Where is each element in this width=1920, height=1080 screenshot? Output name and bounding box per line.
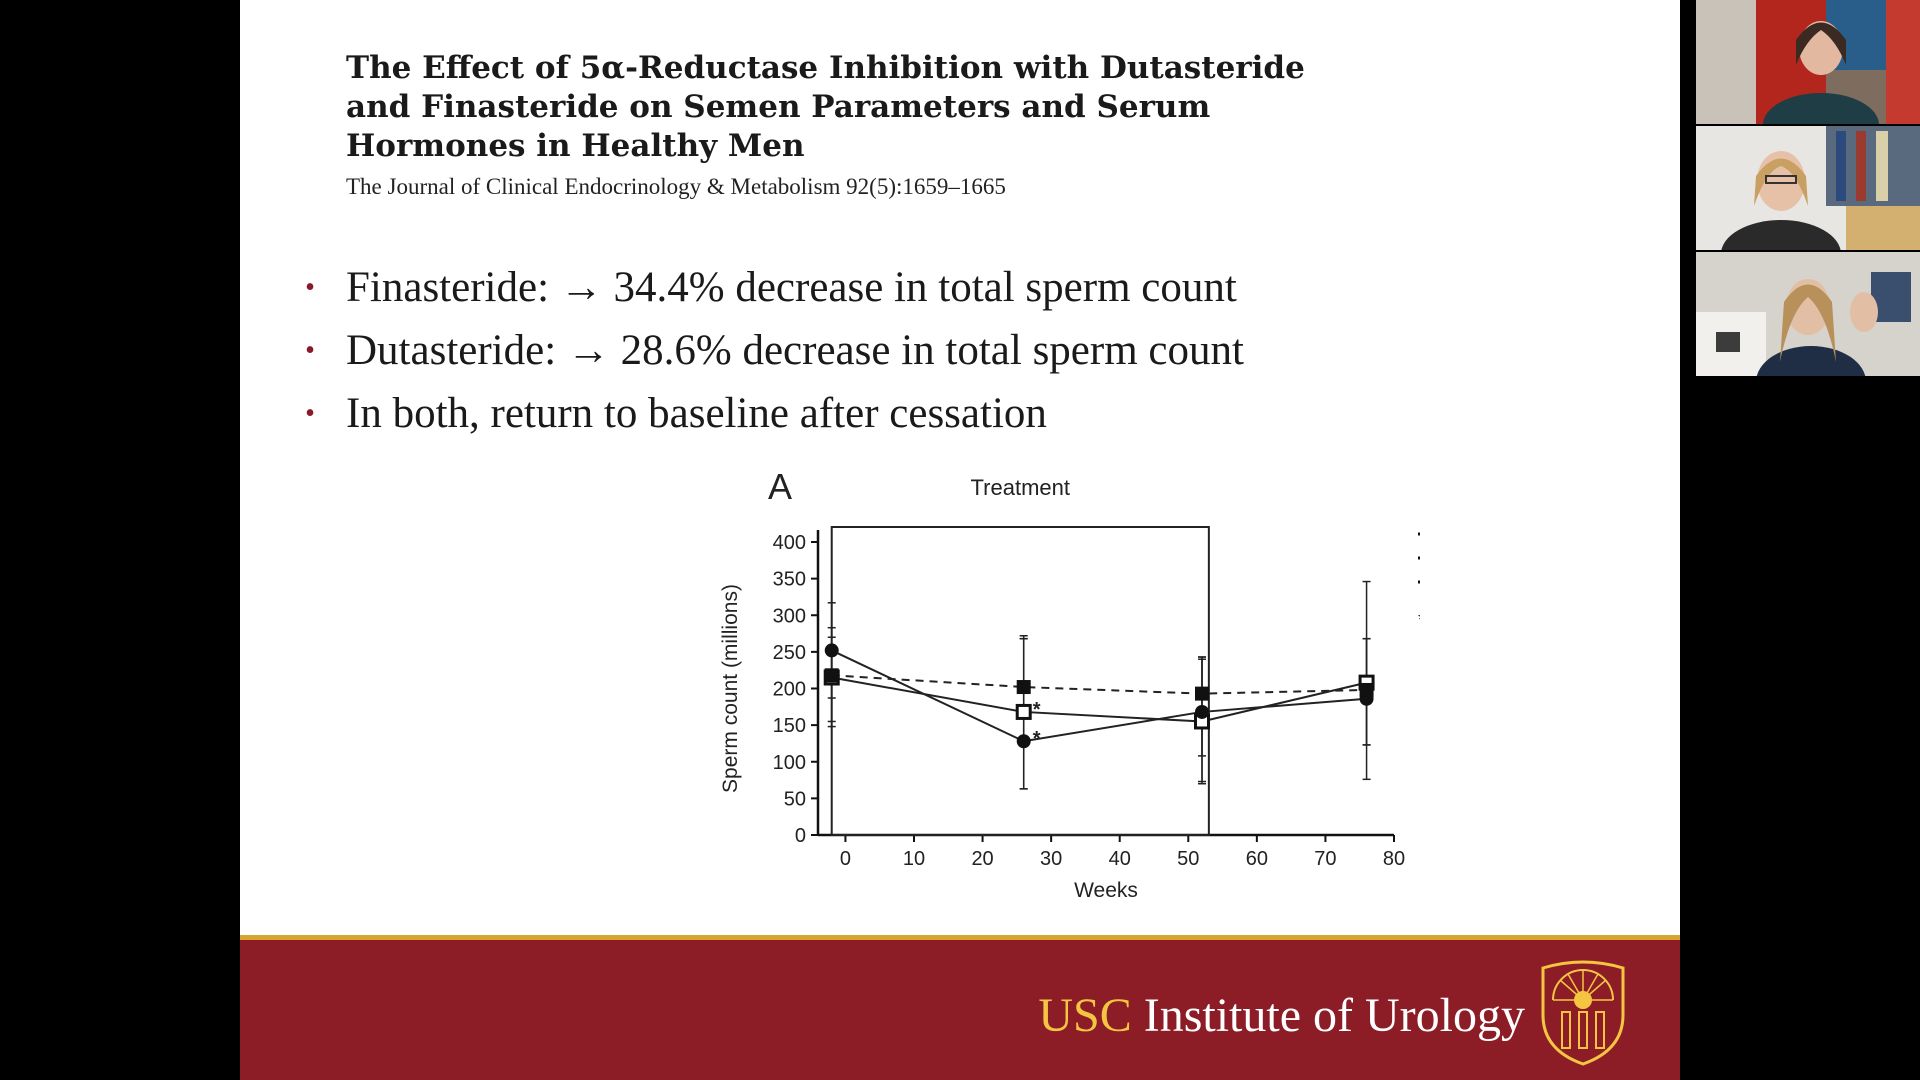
bullet-item: • Dutasteride: → 28.6% decrease in total … — [300, 319, 1244, 382]
brand-usc: USC — [1038, 989, 1132, 1042]
x-tick-label: 60 — [1246, 848, 1268, 870]
bullet-item: • Finasteride: → 34.4% decrease in total … — [300, 256, 1244, 319]
y-tick-label: 0 — [795, 825, 806, 847]
bullet-text: Finasteride: → 34.4% decrease in total s… — [346, 264, 1237, 311]
x-tick-label: 20 — [971, 848, 993, 870]
x-tick-label: 50 — [1177, 848, 1199, 870]
treatment-label: Treatment — [971, 475, 1070, 500]
series-line-dutasteride — [831, 676, 1367, 723]
data-point-dutasteride — [1015, 703, 1032, 720]
x-tick-label: 70 — [1314, 848, 1336, 870]
y-tick-label: 350 — [773, 569, 806, 591]
bullet-list: • Finasteride: → 34.4% decrease in total … — [300, 256, 1244, 445]
y-tick-label: 200 — [773, 679, 806, 701]
series-line-finasteride — [831, 649, 1367, 743]
usc-seal-icon — [1541, 960, 1625, 1066]
x-tick-label: 0 — [840, 848, 851, 870]
bullet-dot-icon: • — [305, 335, 315, 366]
x-tick-label: 10 — [903, 848, 925, 870]
x-tick-label: 80 — [1383, 848, 1405, 870]
significance-asterisk: * — [1033, 699, 1041, 721]
bullet-dot-icon: • — [305, 398, 315, 429]
presentation-slide: The Effect of 5α-Reductase Inhibition wi… — [240, 0, 1680, 1080]
participant-video-2 — [1696, 126, 1920, 250]
brand-institute: Institute of Urology — [1143, 989, 1525, 1042]
footer-banner: USC Institute of Urology — [240, 935, 1680, 1080]
y-tick-label: 400 — [773, 532, 806, 554]
participant-panel — [1696, 0, 1920, 380]
y-tick-label: 100 — [773, 752, 806, 774]
x-tick-label: 30 — [1040, 848, 1062, 870]
y-tick-label: 50 — [784, 788, 806, 810]
significance-footnote: *P < 0.05 vs. placebo — [1418, 610, 1420, 630]
bullet-text: Dutasteride: → 28.6% decrease in total s… — [346, 327, 1244, 374]
data-point-placebo — [824, 668, 839, 683]
bullet-text: In both, return to baseline after cessat… — [346, 390, 1047, 437]
paper-title: The Effect of 5α-Reductase Inhibition wi… — [346, 50, 1305, 164]
x-axis-label: Weeks — [1074, 879, 1138, 902]
y-axis-label: Sperm count (millions) — [719, 584, 742, 793]
participant-video-1 — [1696, 0, 1920, 124]
sperm-count-chart: 0 10 20 30 40 50 60 70 80 0 50 100 150 200 250 300 350 40… — [719, 466, 1420, 902]
data-point-finasteride — [1016, 734, 1031, 749]
significance-asterisk: * — [1033, 728, 1041, 750]
y-tick-label: 300 — [773, 605, 806, 627]
x-tick-label: 40 — [1109, 848, 1131, 870]
series-line-placebo — [831, 674, 1367, 695]
y-tick-label: 250 — [773, 642, 806, 664]
bullet-dot-icon: • — [305, 272, 315, 303]
participant-video-tile[interactable] — [1696, 126, 1920, 250]
journal-citation: The Journal of Clinical Endocrinology & … — [346, 174, 1006, 199]
participant-video-3 — [1696, 252, 1920, 376]
data-point-finasteride — [1195, 704, 1209, 719]
data-point-placebo — [1195, 686, 1209, 701]
participant-video-tile[interactable] — [1696, 252, 1920, 376]
footer-brand: USC Institute of Urology — [1038, 988, 1525, 1043]
bullet-item: • In both, return to baseline after cessa… — [300, 382, 1244, 445]
y-tick-label: 150 — [773, 715, 806, 737]
data-point-placebo — [1016, 680, 1031, 695]
panel-label: A — [768, 466, 792, 507]
participant-video-tile[interactable] — [1696, 0, 1920, 124]
data-point-finasteride — [824, 643, 839, 658]
data-point-placebo — [1359, 682, 1374, 697]
